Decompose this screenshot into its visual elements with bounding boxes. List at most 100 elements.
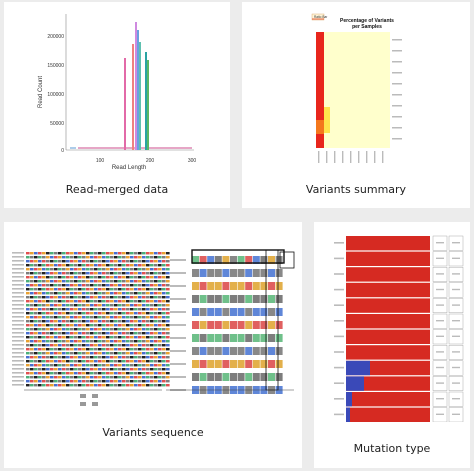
sequence-base bbox=[38, 352, 42, 355]
sequence-base bbox=[138, 372, 142, 375]
sequence-row-label bbox=[170, 311, 186, 313]
sequence-base bbox=[122, 288, 126, 291]
sequence-base bbox=[110, 340, 114, 343]
sequence-base bbox=[199, 269, 207, 277]
sequence-base bbox=[54, 328, 58, 331]
sequence-base bbox=[114, 376, 118, 379]
sequence-base bbox=[154, 372, 158, 375]
read-merged-caption: Read-merged data bbox=[65, 183, 169, 196]
sequence-row-label bbox=[12, 344, 24, 346]
sequence-base bbox=[30, 256, 34, 259]
sequence-base bbox=[78, 264, 82, 267]
sequence-base bbox=[50, 360, 54, 363]
sequence-base bbox=[78, 272, 82, 275]
variants-sequence-card[interactable]: Variants sequence bbox=[4, 222, 302, 468]
sequence-base bbox=[90, 300, 94, 303]
mutation-count-text bbox=[436, 398, 444, 400]
sequence-base bbox=[50, 268, 54, 271]
sequence-base bbox=[245, 321, 253, 329]
sequence-base bbox=[150, 380, 154, 383]
sequence-base bbox=[130, 336, 134, 339]
mutation-type-card[interactable]: Mutation type bbox=[314, 222, 470, 468]
sequence-base bbox=[162, 364, 166, 367]
sequence-base bbox=[94, 348, 98, 351]
sequence-base bbox=[150, 272, 154, 275]
sequence-base bbox=[90, 328, 94, 331]
sequence-base bbox=[192, 308, 199, 316]
sequence-base bbox=[158, 320, 162, 323]
sequence-base bbox=[114, 324, 118, 327]
sequence-base bbox=[154, 276, 158, 279]
sequence-base bbox=[54, 284, 58, 287]
sequence-base bbox=[222, 360, 230, 368]
sequence-base bbox=[30, 308, 34, 311]
mutation-bar bbox=[346, 267, 430, 282]
sequence-base bbox=[78, 260, 82, 263]
sequence-base bbox=[34, 364, 38, 367]
sequence-base bbox=[166, 376, 170, 379]
sequence-base bbox=[26, 300, 30, 303]
sequence-base bbox=[62, 300, 66, 303]
sequence-base bbox=[42, 376, 46, 379]
sequence-base bbox=[118, 336, 122, 339]
sequence-base bbox=[46, 272, 50, 275]
sequence-base bbox=[118, 252, 122, 255]
sequence-base bbox=[86, 276, 90, 279]
sequence-base bbox=[94, 336, 98, 339]
sequence-base bbox=[50, 384, 54, 387]
sequence-base bbox=[82, 328, 86, 331]
sequence-row-label bbox=[12, 332, 24, 334]
sequence-base bbox=[126, 288, 130, 291]
sequence-row-label bbox=[170, 285, 186, 287]
sequence-base bbox=[118, 280, 122, 283]
sequence-base bbox=[150, 364, 154, 367]
sequence-base bbox=[126, 284, 130, 287]
sequence-base bbox=[66, 340, 70, 343]
sequence-base bbox=[158, 364, 162, 367]
sequence-base bbox=[86, 360, 90, 363]
mutation-bars bbox=[334, 235, 464, 422]
sequence-base bbox=[126, 360, 130, 363]
sequence-base bbox=[46, 256, 50, 259]
sequence-base bbox=[86, 272, 90, 275]
sequence-base bbox=[42, 256, 46, 259]
sequence-base bbox=[138, 300, 142, 303]
sequence-base bbox=[106, 328, 110, 331]
sequence-base bbox=[26, 292, 30, 295]
sequence-base bbox=[154, 336, 158, 339]
sequence-base bbox=[130, 364, 134, 367]
read-merged-card[interactable]: 200000 150000 100000 50000 0 Read Count … bbox=[4, 2, 230, 208]
sequence-base bbox=[62, 360, 66, 363]
sequence-base bbox=[118, 380, 122, 383]
sequence-base bbox=[154, 312, 158, 315]
sequence-base bbox=[78, 332, 82, 335]
sequence-base bbox=[82, 360, 86, 363]
sequence-base bbox=[90, 312, 94, 315]
sequence-base bbox=[82, 348, 86, 351]
sequence-base bbox=[158, 344, 162, 347]
sequence-row-label bbox=[12, 308, 24, 310]
sequence-base bbox=[66, 332, 70, 335]
sequence-base bbox=[50, 276, 54, 279]
sequence-base bbox=[275, 256, 283, 264]
sequence-base bbox=[158, 308, 162, 311]
sequence-base bbox=[118, 264, 122, 267]
variants-summary-card[interactable]: Ratio Bar Percentage of Variants per Sam… bbox=[242, 2, 470, 208]
sequence-base bbox=[62, 320, 66, 323]
sequence-base bbox=[82, 352, 86, 355]
sequence-base bbox=[146, 276, 150, 279]
sequence-base bbox=[150, 312, 154, 315]
sequence-base bbox=[199, 347, 207, 355]
sequence-base bbox=[62, 260, 66, 263]
sequence-base bbox=[118, 276, 122, 279]
sequence-base bbox=[214, 347, 222, 355]
sequence-base bbox=[82, 336, 86, 339]
sequence-base bbox=[214, 334, 222, 342]
sequence-base bbox=[126, 268, 130, 271]
sequence-base bbox=[126, 328, 130, 331]
sequence-base bbox=[82, 308, 86, 311]
mutation-count-text bbox=[452, 320, 460, 322]
sequence-base bbox=[62, 312, 66, 315]
sequence-base bbox=[138, 336, 142, 339]
sequence-base bbox=[34, 376, 38, 379]
